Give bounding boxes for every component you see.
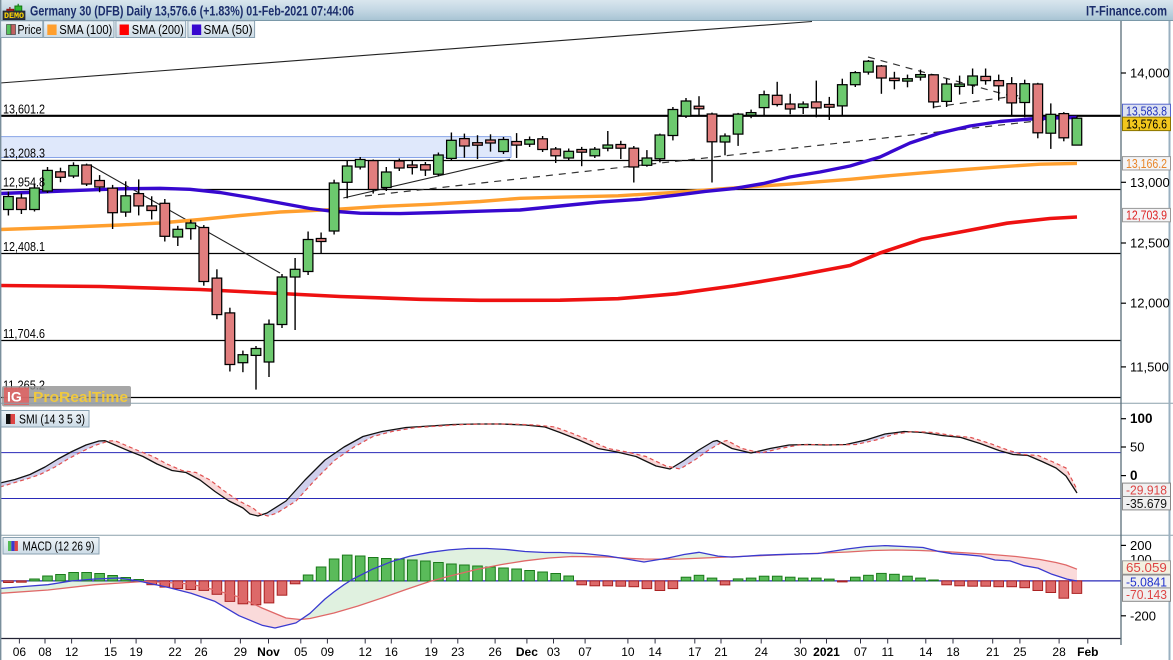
svg-text:-35.679: -35.679 — [1126, 497, 1167, 511]
svg-text:19: 19 — [425, 645, 439, 659]
svg-text:SMI (14 3 5 3): SMI (14 3 5 3) — [19, 413, 85, 427]
svg-text:12: 12 — [65, 645, 79, 659]
svg-text:24: 24 — [755, 645, 769, 659]
svg-text:13,576.6: 13,576.6 — [1126, 118, 1167, 132]
svg-text:Germany 30 (DFB) Daily 13,576.: Germany 30 (DFB) Daily 13,576.6 (+1.83%)… — [30, 2, 354, 18]
svg-text:-5.0841: -5.0841 — [1126, 575, 1167, 589]
svg-text:12,954.8: 12,954.8 — [3, 175, 45, 189]
svg-text:SMA (100): SMA (100) — [59, 23, 112, 37]
svg-text:07: 07 — [578, 645, 592, 659]
svg-text:13,166.2: 13,166.2 — [1126, 157, 1167, 171]
svg-text:26: 26 — [488, 645, 502, 659]
svg-text:Dec: Dec — [516, 645, 538, 659]
svg-text:23: 23 — [451, 645, 465, 659]
svg-text:2021: 2021 — [813, 645, 840, 659]
svg-text:12,000: 12,000 — [1130, 296, 1170, 311]
svg-text:11,500: 11,500 — [1130, 359, 1169, 374]
svg-text:14: 14 — [648, 645, 662, 659]
svg-text:ProRealTime: ProRealTime — [33, 389, 128, 406]
svg-text:13,000: 13,000 — [1130, 175, 1170, 190]
svg-text:SMA (50): SMA (50) — [204, 23, 253, 37]
svg-text:MACD (12 26 9): MACD (12 26 9) — [23, 540, 95, 554]
svg-text:14: 14 — [919, 645, 933, 659]
svg-text:Feb: Feb — [1077, 645, 1098, 659]
svg-text:09: 09 — [321, 645, 335, 659]
svg-text:28: 28 — [1052, 645, 1066, 659]
svg-text:26: 26 — [194, 645, 208, 659]
svg-text:07: 07 — [854, 645, 868, 659]
svg-text:12: 12 — [359, 645, 373, 659]
svg-text:29: 29 — [234, 645, 248, 659]
svg-text:-200: -200 — [1130, 608, 1156, 623]
svg-text:Price: Price — [18, 23, 42, 37]
svg-text:11,704.6: 11,704.6 — [3, 327, 45, 341]
svg-text:Nov: Nov — [257, 645, 280, 659]
svg-text:13,583.8: 13,583.8 — [1126, 105, 1167, 119]
svg-text:25: 25 — [1013, 645, 1027, 659]
svg-text:SMA (200): SMA (200) — [132, 23, 184, 37]
svg-text:100: 100 — [1130, 411, 1153, 426]
svg-text:11: 11 — [881, 645, 894, 659]
svg-text:65.059: 65.059 — [1126, 561, 1167, 575]
svg-text:12,703.9: 12,703.9 — [1126, 209, 1167, 223]
svg-text:IG: IG — [7, 389, 22, 405]
svg-text:10: 10 — [621, 645, 635, 659]
svg-text:200: 200 — [1130, 538, 1152, 553]
svg-text:14,000: 14,000 — [1130, 66, 1170, 81]
svg-text:13,208.3: 13,208.3 — [3, 147, 45, 161]
svg-text:06: 06 — [13, 645, 27, 659]
svg-text:DEMO: DEMO — [4, 11, 24, 21]
svg-text:03: 03 — [547, 645, 561, 659]
svg-text:12,408.1: 12,408.1 — [3, 240, 45, 254]
svg-text:0: 0 — [1130, 468, 1138, 483]
svg-text:05: 05 — [294, 645, 308, 659]
svg-text:22: 22 — [168, 645, 182, 659]
svg-text:15: 15 — [104, 645, 118, 659]
svg-text:12,500: 12,500 — [1130, 236, 1170, 251]
svg-text:18: 18 — [946, 645, 960, 659]
svg-text:-70.143: -70.143 — [1126, 588, 1167, 602]
svg-text:21: 21 — [714, 645, 728, 659]
svg-text:16: 16 — [385, 645, 399, 659]
svg-text:08: 08 — [38, 645, 52, 659]
svg-text:IT-Finance.com: IT-Finance.com — [1086, 2, 1167, 18]
svg-text:13,601.2: 13,601.2 — [3, 102, 45, 116]
svg-text:21: 21 — [986, 645, 1000, 659]
svg-text:17: 17 — [688, 645, 702, 659]
svg-text:30: 30 — [794, 645, 808, 659]
svg-text:19: 19 — [129, 645, 143, 659]
svg-text:50: 50 — [1130, 440, 1144, 455]
svg-text:-29.918: -29.918 — [1126, 483, 1167, 497]
